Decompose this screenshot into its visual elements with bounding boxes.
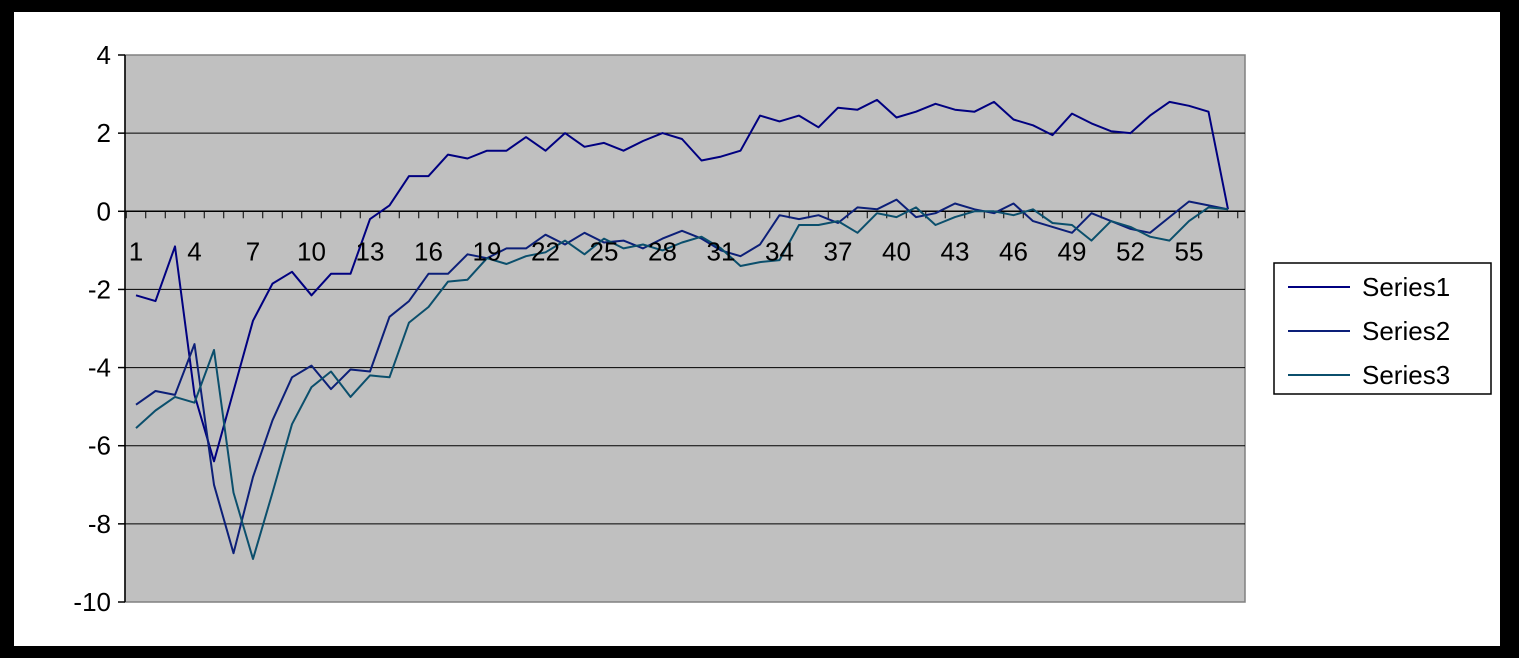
series-line-series2 — [135, 198, 1229, 555]
x-tick-label: 46 — [999, 236, 1028, 266]
plot-area — [124, 54, 1246, 603]
y-axis-tick-labels: -10 -8 -6 -4 -2 0 2 4 — [73, 40, 111, 617]
axes — [118, 54, 1245, 603]
x-tick-label: 52 — [1116, 236, 1145, 266]
y-tick-label: -4 — [88, 353, 111, 383]
y-tick-label: -2 — [88, 274, 111, 304]
x-tick-label: 43 — [941, 236, 970, 266]
series-line-series3 — [135, 206, 1229, 560]
x-tick-label: 10 — [297, 236, 326, 266]
legend-label-series1: Series1 — [1362, 272, 1450, 302]
x-tick-label: 31 — [707, 236, 736, 266]
y-tick-label: 2 — [97, 118, 111, 148]
x-tick-label: 25 — [590, 236, 619, 266]
x-tick-label: 28 — [648, 236, 677, 266]
x-tick-label: 22 — [531, 236, 560, 266]
x-tick-label: 37 — [824, 236, 853, 266]
x-tick-label: 16 — [414, 236, 443, 266]
x-tick-label: 13 — [356, 236, 385, 266]
line-chart: -10 -8 -6 -4 -2 0 2 4 1 4 7 10 13 16 19 22 25 28 31 34 37 40… — [73, 40, 1492, 617]
x-tick-label: 1 — [129, 236, 143, 266]
legend-label-series3: Series3 — [1362, 360, 1450, 390]
x-tick-label: 7 — [246, 236, 260, 266]
x-tick-label: 55 — [1175, 236, 1204, 266]
legend-box — [1273, 262, 1492, 395]
legend-label-series2: Series2 — [1362, 316, 1450, 346]
x-tick-label: 34 — [765, 236, 794, 266]
x-tick-label: 49 — [1058, 236, 1087, 266]
y-tick-label: -8 — [88, 509, 111, 539]
x-tick-label: 40 — [882, 236, 911, 266]
y-tick-label: 4 — [97, 40, 111, 70]
y-tick-label: -6 — [88, 431, 111, 461]
series-line-series1 — [135, 98, 1229, 463]
x-axis-tick-labels: 1 4 7 10 13 16 19 22 25 28 31 34 37 40 43 46 49 52 55 — [129, 236, 1204, 266]
y-tick-label: -10 — [73, 587, 111, 617]
series-lines — [135, 98, 1229, 560]
x-tick-label: 19 — [473, 236, 502, 266]
legend: Series1 Series2 Series3 — [1273, 262, 1492, 395]
y-tick-label: 0 — [97, 196, 111, 226]
chart-frame: -10 -8 -6 -4 -2 0 2 4 1 4 7 10 13 16 19 22 25 28 31 34 37 40… — [14, 12, 1500, 646]
x-tick-label: 4 — [187, 236, 201, 266]
